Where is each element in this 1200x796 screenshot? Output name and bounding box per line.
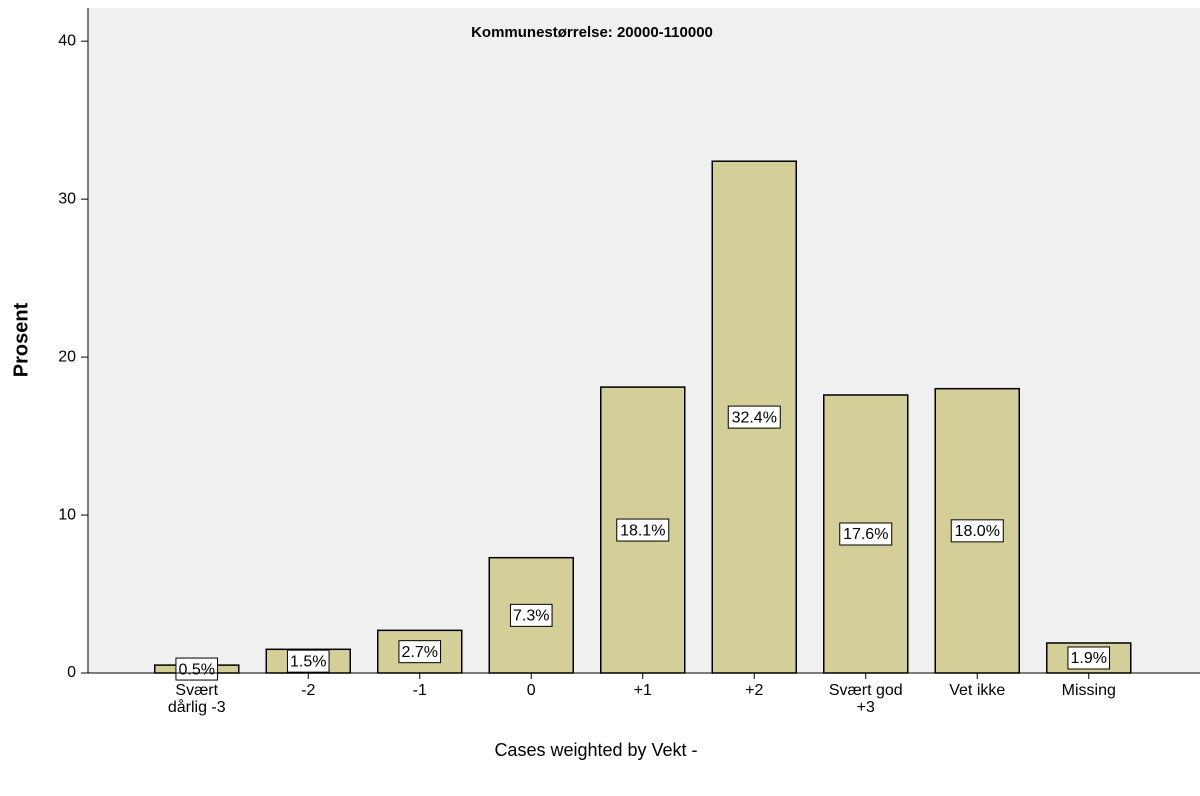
value-label: 2.7% xyxy=(402,644,438,661)
value-label: 1.9% xyxy=(1071,650,1107,667)
x-tick-label: Svært dårlig -3 xyxy=(168,682,226,716)
value-label: 18.1% xyxy=(620,522,665,539)
value-label: 0.5% xyxy=(179,661,215,678)
x-tick-label: +1 xyxy=(634,682,652,699)
value-label: 1.5% xyxy=(290,653,326,670)
x-tick-label: Svært god +3 xyxy=(829,682,903,716)
x-tick-label: Missing xyxy=(1062,682,1116,699)
y-tick-label: 0 xyxy=(67,664,76,681)
value-label-box xyxy=(839,522,893,546)
x-tick-label: +2 xyxy=(745,682,763,699)
value-label: 32.4% xyxy=(732,409,777,426)
value-label-box xyxy=(616,518,670,542)
value-label-box xyxy=(286,649,330,673)
y-tick-label: 10 xyxy=(58,506,76,523)
value-label: 17.6% xyxy=(843,526,888,543)
value-label-box xyxy=(509,603,553,627)
y-axis-label: Prosent xyxy=(10,302,32,377)
value-label-box xyxy=(727,405,781,429)
x-tick-label: 0 xyxy=(527,682,536,699)
x-tick-label: Vet ikke xyxy=(949,682,1005,699)
x-tick-label: -2 xyxy=(301,682,315,699)
chart-title: Kommunestørrelse: 20000-110000 xyxy=(471,24,713,41)
value-label: 18.0% xyxy=(955,523,1000,540)
footnote: Cases weighted by Vekt - xyxy=(494,740,697,760)
value-label-box xyxy=(950,519,1004,543)
value-label: 7.3% xyxy=(513,608,549,625)
y-tick-label: 20 xyxy=(58,348,76,365)
x-tick-label: -1 xyxy=(413,682,427,699)
value-label-box xyxy=(1067,646,1111,670)
value-label-box xyxy=(175,657,219,681)
y-tick-label: 40 xyxy=(58,32,76,49)
y-tick-label: 30 xyxy=(58,190,76,207)
value-label-box xyxy=(398,640,442,664)
